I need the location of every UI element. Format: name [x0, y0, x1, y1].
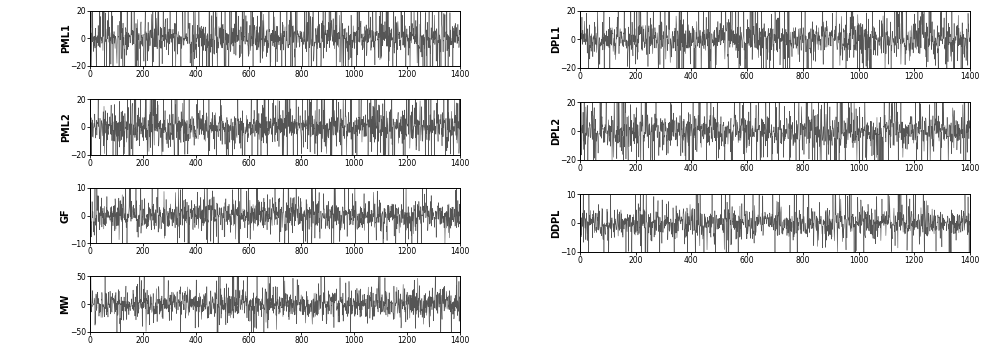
- Y-axis label: GF: GF: [61, 208, 71, 223]
- Y-axis label: PML1: PML1: [61, 23, 71, 53]
- Y-axis label: DPL1: DPL1: [551, 25, 561, 53]
- Y-axis label: DPL2: DPL2: [551, 117, 561, 145]
- Y-axis label: DDPL: DDPL: [551, 208, 561, 238]
- Y-axis label: PML2: PML2: [61, 112, 71, 142]
- Y-axis label: MW: MW: [61, 294, 71, 314]
